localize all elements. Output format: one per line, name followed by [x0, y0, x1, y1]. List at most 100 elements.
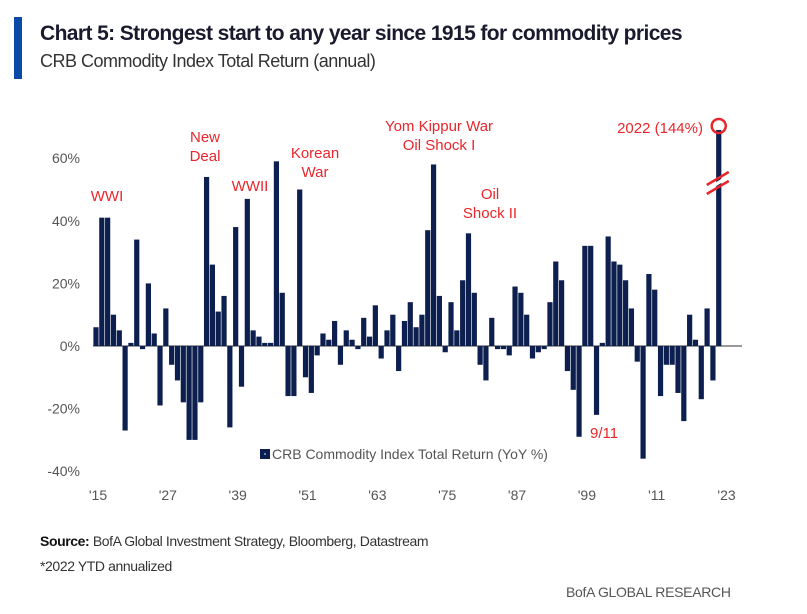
bar-1921 — [128, 342, 134, 346]
bar-1994 — [553, 261, 559, 346]
x-tick-label: '51 — [298, 487, 316, 503]
y-tick-label: 20% — [52, 275, 80, 291]
annotations-group: WWI New Deal WWII Korean War Yom Kippur War Oil… — [91, 117, 730, 442]
bar-1997 — [570, 346, 576, 390]
bar-1998 — [576, 346, 582, 437]
bar-2017 — [687, 314, 693, 346]
bar-1996 — [564, 346, 571, 372]
bar-2019 — [698, 346, 704, 400]
bar-2010 — [646, 274, 652, 346]
bar-1966 — [390, 314, 396, 346]
axis-break-mark — [706, 179, 730, 196]
bar-1949 — [291, 346, 297, 397]
bar-1969 — [407, 302, 413, 346]
bar-1968 — [401, 320, 408, 346]
bar-1933 — [198, 346, 204, 403]
bar-1967 — [396, 346, 402, 372]
bar-1916 — [99, 217, 105, 346]
bar-1973 — [430, 164, 437, 346]
bar-1960 — [355, 346, 361, 350]
annotation-korean-war: Korean War — [291, 145, 339, 181]
bar-1985 — [500, 346, 506, 350]
bar-1993 — [547, 302, 553, 346]
y-tick-label: -20% — [47, 401, 80, 417]
highlight-circle — [710, 117, 727, 135]
bar-2012 — [657, 346, 664, 397]
chart-title: Chart 5: Strongest start to any year sin… — [40, 22, 683, 45]
bar-1965 — [384, 330, 390, 346]
bar-2020 — [704, 308, 710, 346]
y-tick-label: 60% — [52, 150, 80, 166]
bar-1957 — [337, 346, 344, 365]
bar-1981 — [477, 346, 483, 365]
bar-1940 — [238, 346, 245, 387]
footnote: *2022 YTD annualized — [40, 558, 172, 574]
bar-1954 — [320, 333, 326, 346]
bar-1959 — [349, 339, 355, 346]
y-axis: 60% 40% 20% 0% -20% -40% — [47, 150, 80, 479]
bar-1958 — [343, 330, 349, 346]
bar-1928 — [169, 346, 175, 365]
bar-1936 — [215, 311, 221, 346]
bar-1983 — [489, 317, 495, 346]
bar-1924 — [145, 283, 151, 346]
bar-1950 — [297, 189, 303, 346]
bar-1975 — [442, 346, 448, 353]
y-tick-label: -40% — [47, 463, 80, 479]
bar-1986 — [506, 346, 512, 356]
bar-1918 — [110, 314, 117, 346]
bar-2011 — [652, 289, 658, 346]
bar-1941 — [244, 198, 250, 346]
bar-1991 — [535, 346, 541, 353]
bar-1934 — [203, 176, 210, 346]
annotation-2022: 2022 (144%) — [617, 120, 703, 137]
bar-1955 — [326, 339, 332, 346]
legend: CRB Commodity Index Total Return (YoY %) — [260, 446, 548, 462]
bar-1927 — [163, 308, 169, 346]
x-axis: '15 '27 '39 '51 '63 '75 '87 '99 '11 '23 — [89, 487, 736, 503]
bar-2009 — [640, 346, 646, 459]
y-tick-label: 40% — [52, 213, 80, 229]
bar-1990 — [529, 346, 536, 359]
bar-1917 — [105, 217, 111, 346]
title-accent-bar — [14, 17, 22, 79]
x-tick-label: '75 — [438, 487, 456, 503]
bar-1942 — [250, 330, 256, 346]
bar-2002 — [599, 342, 605, 346]
bar-1963 — [372, 305, 378, 346]
bar-1947 — [279, 292, 285, 346]
annotation-new-deal: New Deal — [190, 129, 221, 165]
bar-1920 — [122, 346, 128, 431]
bar-1925 — [151, 333, 157, 346]
x-tick-label: '15 — [89, 487, 107, 503]
bar-2015 — [675, 346, 681, 393]
x-tick-label: '27 — [159, 487, 177, 503]
bar-1974 — [436, 295, 442, 346]
bar-1978 — [460, 280, 466, 346]
bar-1970 — [413, 327, 419, 346]
bar-1977 — [454, 330, 460, 346]
y-tick-label: 0% — [60, 338, 80, 354]
bar-2001 — [593, 346, 600, 415]
bar-1951 — [302, 346, 309, 378]
bar-1948 — [285, 346, 291, 397]
annotation-wwii: WWII — [232, 178, 269, 195]
bar-2021 — [710, 346, 716, 381]
axis-break-gap — [714, 178, 723, 187]
bar-1943 — [256, 336, 262, 346]
bar-1995 — [559, 280, 565, 346]
bar-1984 — [494, 346, 501, 350]
bar-1980 — [471, 292, 477, 346]
bar-2013 — [663, 346, 669, 365]
chart-subtitle: CRB Commodity Index Total Return (annual… — [40, 51, 376, 71]
bar-1972 — [425, 230, 431, 346]
bars-group — [93, 130, 722, 459]
bar-2016 — [681, 346, 687, 422]
bar-1988 — [518, 292, 524, 346]
bar-1953 — [314, 346, 320, 356]
bar-1992 — [541, 346, 547, 350]
bar-1976 — [448, 302, 454, 346]
bar-2007 — [628, 308, 635, 346]
x-tick-label: '63 — [368, 487, 386, 503]
bar-1987 — [512, 286, 518, 346]
